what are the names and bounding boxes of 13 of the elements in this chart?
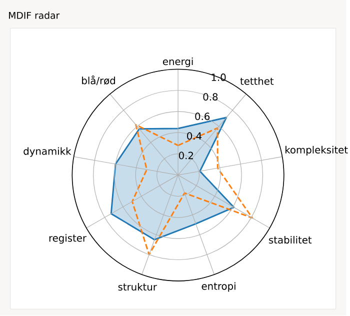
spoke-label: entropi — [202, 282, 236, 292]
chart-title: MDIF radar — [9, 12, 60, 20]
spoke-label: struktur — [118, 283, 157, 291]
y-tick-label: 0.6 — [195, 112, 210, 120]
spoke-label: kompleksitet — [286, 146, 348, 156]
spoke-label: tetthet — [240, 77, 274, 86]
y-tick-label: 0.2 — [178, 152, 193, 160]
spoke-label: energi — [162, 58, 193, 68]
spoke-label: stabilitet — [269, 236, 312, 244]
spoke-label: dynamikk — [24, 147, 72, 158]
y-tick-label: 0.8 — [203, 93, 218, 101]
spoke-label: blå/rød — [82, 76, 115, 86]
spoke-label: register — [49, 234, 86, 244]
